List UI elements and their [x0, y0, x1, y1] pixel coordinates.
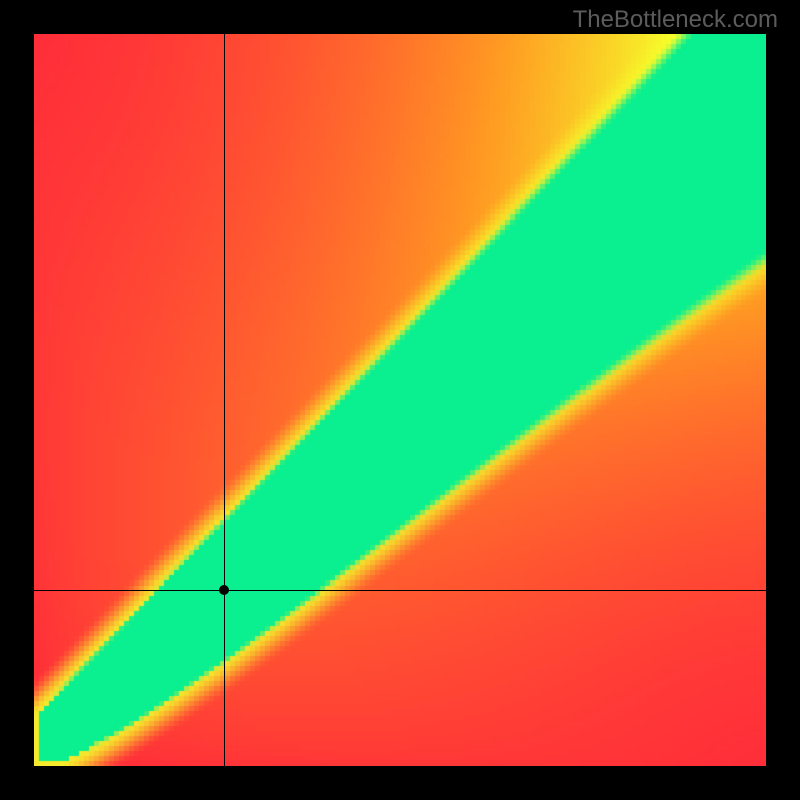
chart-container: TheBottleneck.com — [0, 0, 800, 800]
crosshair-vertical — [224, 34, 225, 766]
crosshair-dot — [219, 585, 229, 595]
plot-area — [34, 34, 766, 766]
heatmap-canvas — [34, 34, 766, 766]
attribution-label: TheBottleneck.com — [573, 6, 778, 34]
crosshair-horizontal — [34, 590, 766, 591]
